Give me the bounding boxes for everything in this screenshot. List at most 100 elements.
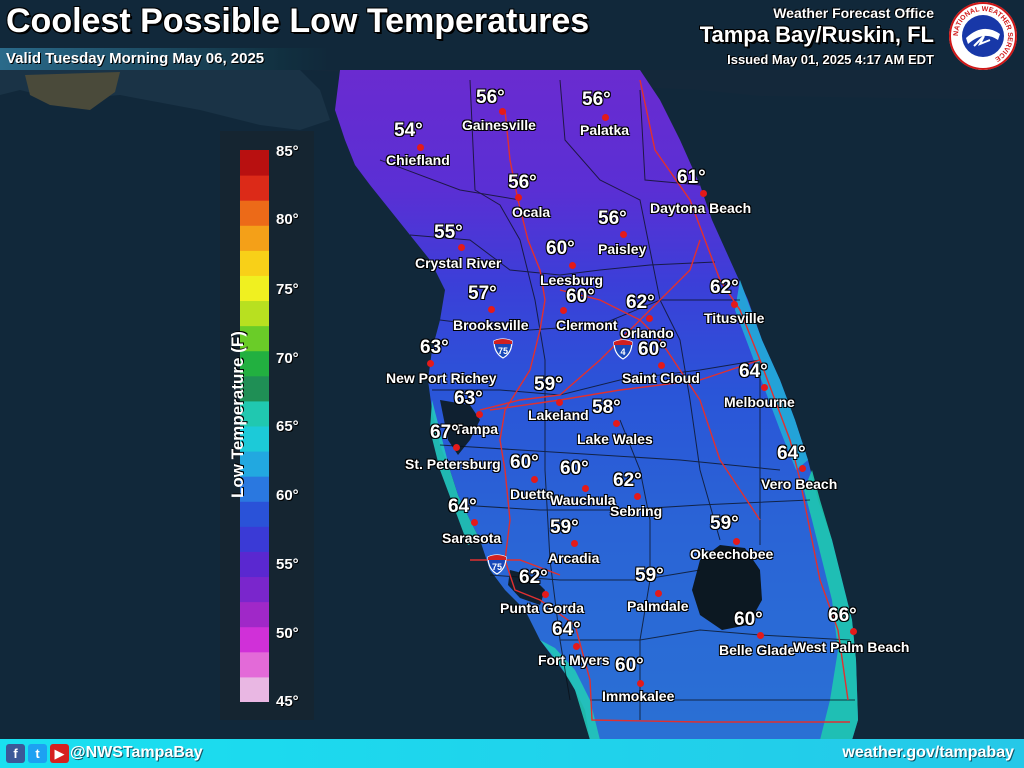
city-marker-dot: [646, 315, 653, 322]
city-marker-dot: [471, 519, 478, 526]
city-temperature: 56°: [582, 89, 611, 110]
subtitle-bar: [0, 48, 330, 70]
city-name-label: Sarasota: [442, 530, 502, 546]
city-marker-dot: [700, 190, 707, 197]
lake-okeechobee: [692, 545, 762, 630]
legend-tick-label: 65°: [276, 418, 299, 435]
city-name-label: Melbourne: [724, 394, 795, 410]
city-marker-dot: [850, 628, 857, 635]
city-marker-dot: [655, 590, 662, 597]
city-temperature: 62°: [519, 567, 548, 588]
city-name-label: Immokalee: [602, 688, 675, 704]
legend-tick-label: 45°: [276, 693, 299, 710]
city-temperature: 56°: [476, 87, 505, 108]
city-marker-dot: [757, 632, 764, 639]
city-name-label: Orlando: [620, 325, 674, 341]
city-name-label: Crystal River: [415, 255, 502, 271]
city-temperature: 67°: [430, 422, 459, 443]
nws-logo-icon: NATIONAL WEATHER SERVICE: [949, 2, 1017, 70]
social-handle[interactable]: @NWSTampaBay: [70, 744, 203, 761]
city-temperature: 55°: [434, 222, 463, 243]
city-name-label: Arcadia: [548, 550, 600, 566]
city-temperature: 59°: [635, 565, 664, 586]
city-temperature: 59°: [710, 513, 739, 534]
office-name: Tampa Bay/Ruskin, FL: [699, 22, 934, 47]
city-temperature: 60°: [638, 339, 667, 360]
city-name-label: Sebring: [610, 503, 663, 519]
office-label: Weather Forecast Office: [773, 5, 934, 21]
city-temperature: 63°: [420, 337, 449, 358]
city-temperature: 64°: [552, 619, 581, 640]
city-temperature: 60°: [546, 238, 575, 259]
city-name-label: Lake Wales: [577, 431, 653, 447]
city-marker-dot: [531, 476, 538, 483]
city-name-label: Saint Cloud: [622, 370, 700, 386]
city-temperature: 60°: [615, 655, 644, 676]
city-temperature: 58°: [592, 397, 621, 418]
city-temperature: 57°: [468, 283, 497, 304]
legend-tick-label: 50°: [276, 625, 299, 642]
city-marker-dot: [515, 194, 522, 201]
tampa-bay: [440, 400, 480, 455]
city-marker-dot: [613, 420, 620, 427]
city-name-label: Wauchula: [550, 492, 616, 508]
city-marker-dot: [499, 108, 506, 115]
city-name-label: Palatka: [580, 122, 630, 138]
city-name-label: Duette: [510, 486, 554, 502]
city-marker-dot: [731, 301, 738, 308]
city-temperature: 60°: [560, 458, 589, 479]
city-marker-dot: [799, 465, 806, 472]
city-marker-dot: [733, 538, 740, 545]
city-marker-dot: [573, 643, 580, 650]
city-temperature: 62°: [710, 277, 739, 298]
interstate-shield-icon: 4: [613, 339, 633, 360]
city-name-label: Brooksville: [453, 317, 529, 333]
city-temperature: 64°: [448, 496, 477, 517]
city-marker-dot: [637, 680, 644, 687]
footer-bar: [0, 739, 1024, 768]
legend-tick-label: 60°: [276, 487, 299, 504]
facebook-icon[interactable]: f: [6, 744, 25, 763]
legend-tick-label: 70°: [276, 350, 299, 367]
highway-label: 4: [620, 347, 625, 357]
youtube-icon[interactable]: ▶: [50, 744, 69, 763]
city-name-label: Titusville: [704, 310, 765, 326]
city-temperature: 64°: [739, 361, 768, 382]
city-marker-dot: [620, 231, 627, 238]
city-temperature: 56°: [508, 172, 537, 193]
city-name-label: Fort Myers: [538, 652, 610, 668]
city-name-label: Vero Beach: [761, 476, 838, 492]
city-marker-dot: [571, 540, 578, 547]
city-temperature: 66°: [828, 605, 857, 626]
city-name-label: Gainesville: [462, 117, 536, 133]
city-name-label: Lakeland: [528, 407, 589, 423]
city-name-label: St. Petersburg: [405, 456, 501, 472]
issued-time: Issued May 01, 2025 4:17 AM EDT: [727, 52, 934, 67]
city-temperature: 54°: [394, 120, 423, 141]
city-marker-dot: [602, 114, 609, 121]
city-name-label: Daytona Beach: [650, 200, 752, 216]
city-marker-dot: [542, 591, 549, 598]
city-name-label: Okeechobee: [690, 546, 774, 562]
twitter-icon[interactable]: t: [28, 744, 47, 763]
legend-title: Low Temperature (F): [228, 331, 247, 498]
city-marker-dot: [417, 144, 424, 151]
city-marker-dot: [488, 306, 495, 313]
city-temperature: 62°: [626, 292, 655, 313]
city-marker-dot: [582, 485, 589, 492]
city-name-label: Leesburg: [540, 272, 604, 288]
legend-tick-label: 55°: [276, 556, 299, 573]
website-link[interactable]: weather.gov/tampabay: [842, 744, 1014, 761]
city-temperature: 64°: [777, 443, 806, 464]
city-name-label: New Port Richey: [386, 370, 497, 386]
city-marker-dot: [560, 307, 567, 314]
city-marker-dot: [453, 444, 460, 451]
city-temperature: 63°: [454, 388, 483, 409]
city-marker-dot: [658, 362, 665, 369]
city-name-label: West Palm Beach: [793, 639, 910, 655]
city-name-label: Belle Glade: [719, 642, 796, 658]
city-temperature: 56°: [598, 208, 627, 229]
city-name-label: Punta Gorda: [500, 600, 585, 616]
city-marker-dot: [761, 384, 768, 391]
